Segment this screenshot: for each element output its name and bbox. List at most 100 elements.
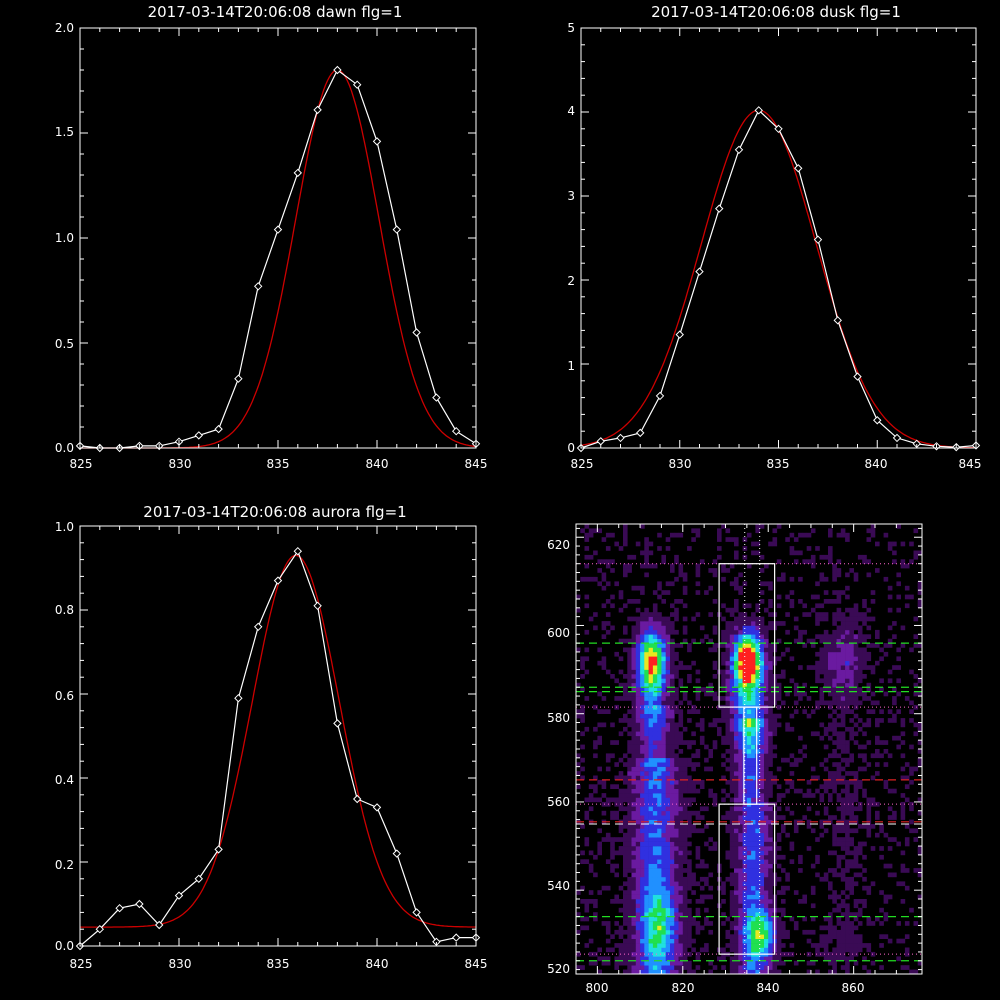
heatmap-cell bbox=[764, 757, 769, 763]
heatmap-cell bbox=[751, 890, 756, 895]
heatmap-cell bbox=[738, 925, 743, 931]
heatmap-cell bbox=[904, 885, 910, 891]
heatmap-cell bbox=[601, 956, 607, 962]
heatmap-cell bbox=[648, 951, 654, 957]
heatmap-cell bbox=[768, 740, 773, 745]
heatmap-cell bbox=[806, 665, 812, 670]
heatmap-cell bbox=[892, 788, 897, 794]
aurora-data-point bbox=[451, 933, 461, 942]
heatmap-cell bbox=[729, 806, 735, 812]
heatmap-cell bbox=[670, 674, 675, 679]
heatmap-cell bbox=[738, 854, 743, 860]
heatmap-cell bbox=[657, 828, 662, 834]
heatmap-cell bbox=[909, 766, 914, 772]
heatmap-cell bbox=[755, 762, 760, 767]
heatmap-cell bbox=[576, 951, 581, 957]
heatmap-cell bbox=[593, 753, 598, 759]
heatmap-cell bbox=[845, 956, 850, 962]
heatmap-cell bbox=[631, 771, 637, 776]
heatmap-cell bbox=[580, 665, 585, 670]
heatmap-cell bbox=[712, 660, 718, 666]
heatmap-cell bbox=[729, 841, 735, 847]
heatmap-cell bbox=[742, 771, 748, 776]
heatmap-cell bbox=[892, 559, 897, 564]
heatmap-cell bbox=[746, 629, 752, 635]
heatmap-cell bbox=[644, 788, 649, 794]
heatmap-cell bbox=[746, 894, 752, 900]
heatmap-cell bbox=[759, 846, 765, 851]
heatmap-cell bbox=[648, 651, 654, 657]
heatmap-cell bbox=[635, 797, 641, 803]
aurora-data-point bbox=[313, 601, 322, 611]
heatmap-cell bbox=[785, 691, 790, 697]
heatmap-cell bbox=[648, 907, 654, 913]
heatmap-cell bbox=[845, 793, 850, 798]
heatmap-cell bbox=[768, 643, 773, 648]
heatmap-cell bbox=[798, 854, 803, 860]
heatmap-cell bbox=[597, 568, 602, 573]
heatmap-cell bbox=[652, 916, 658, 922]
heatmap-cell bbox=[776, 638, 782, 644]
heatmap-cell bbox=[687, 797, 692, 803]
dawn-data-point bbox=[352, 80, 362, 89]
heatmap-cell bbox=[849, 656, 854, 662]
heatmap-cell bbox=[635, 951, 641, 957]
heatmap-cell bbox=[674, 894, 679, 900]
heatmap-cell bbox=[601, 537, 607, 542]
heatmap-cell bbox=[627, 921, 632, 926]
heatmap-cell bbox=[810, 528, 816, 534]
heatmap-cell bbox=[815, 665, 820, 670]
heatmap-cell bbox=[853, 854, 859, 860]
heatmap-cell bbox=[648, 956, 654, 962]
heatmap-cell bbox=[772, 956, 778, 962]
heatmap-cell bbox=[840, 801, 846, 807]
heatmap-cell bbox=[725, 726, 731, 732]
heatmap-cell bbox=[631, 815, 637, 820]
heatmap-cell bbox=[699, 735, 705, 741]
heatmap-cell bbox=[699, 863, 705, 869]
heatmap-cell bbox=[823, 599, 829, 604]
heatmap-cell bbox=[691, 616, 696, 622]
heatmap-cell bbox=[768, 859, 773, 864]
heatmap-cell bbox=[751, 797, 756, 803]
heatmap-cell bbox=[828, 921, 833, 926]
heatmap-cell bbox=[657, 687, 662, 692]
heatmap-cell bbox=[670, 925, 675, 931]
heatmap-cell bbox=[853, 934, 859, 939]
heatmap-cell bbox=[764, 740, 769, 745]
heatmap-cell bbox=[849, 616, 854, 622]
heatmap-cell bbox=[887, 894, 893, 900]
heatmap-cell bbox=[652, 859, 658, 864]
heatmap-cell bbox=[623, 718, 628, 723]
heatmap-cell bbox=[738, 828, 743, 834]
heatmap-cell bbox=[849, 607, 854, 613]
heatmap-cell bbox=[819, 876, 825, 882]
heatmap-cell bbox=[751, 868, 756, 873]
heatmap-cell bbox=[768, 876, 773, 882]
heatmap-cell bbox=[584, 859, 590, 864]
heatmap-cell bbox=[657, 726, 662, 732]
heatmap-cell bbox=[849, 621, 854, 626]
heatmap-cell bbox=[738, 846, 743, 851]
heatmap-cell bbox=[900, 938, 906, 944]
heatmap-cell bbox=[759, 771, 765, 776]
heatmap-cell bbox=[755, 899, 760, 904]
heatmap-cell bbox=[798, 788, 803, 794]
heatmap-cell bbox=[648, 771, 654, 776]
dusk-data-point bbox=[675, 330, 684, 339]
heatmap-cell bbox=[678, 806, 684, 812]
dusk-data-point bbox=[833, 316, 842, 325]
heatmap-cell bbox=[896, 678, 901, 684]
heatmap-cell bbox=[721, 735, 726, 741]
heatmap-cell bbox=[802, 793, 807, 798]
heatmap-cell bbox=[738, 643, 743, 648]
heatmap-cell bbox=[738, 629, 743, 635]
heatmap-cell bbox=[853, 572, 859, 578]
heatmap-cell bbox=[734, 762, 739, 767]
heatmap-cell bbox=[670, 651, 675, 657]
heatmap-cell bbox=[717, 731, 722, 737]
heatmap-cell bbox=[840, 638, 846, 644]
heatmap-cell bbox=[640, 625, 645, 631]
heatmap-cell bbox=[635, 762, 641, 767]
heatmap-cell bbox=[648, 713, 654, 719]
